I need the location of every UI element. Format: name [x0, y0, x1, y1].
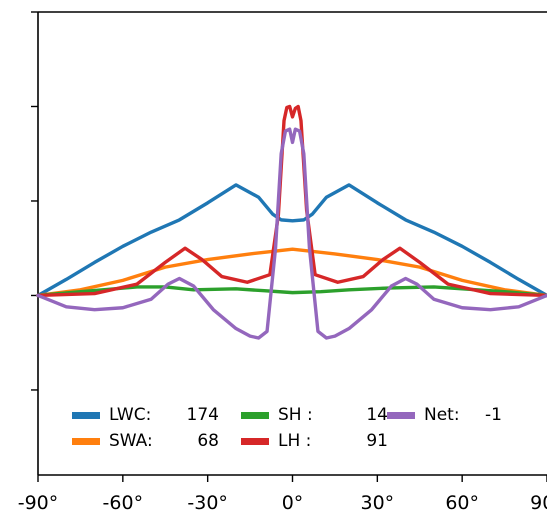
series-layer	[36, 104, 547, 340]
legend-value: 68	[197, 431, 219, 451]
legend: LWC: 174 SH : 14 Net: -1 SWA: 68 LH : 91	[72, 405, 502, 451]
x-tick-label: 0°	[282, 492, 304, 514]
legend-label: SH :	[278, 405, 313, 425]
series-line-lwc	[36, 183, 547, 298]
legend-swatch	[72, 438, 100, 445]
x-tick-labels: -90° -60° -30° 0° 30° 60° 90°	[18, 492, 547, 514]
legend-value: -1	[485, 405, 502, 425]
x-tick-label: 60°	[445, 492, 479, 514]
legend-swatch	[387, 412, 415, 419]
legend-value: 174	[187, 405, 219, 425]
legend-swatch	[72, 412, 100, 419]
series-line-lh	[36, 104, 547, 298]
legend-value: 91	[366, 431, 388, 451]
x-tick-label: -90°	[18, 492, 59, 514]
axes	[31, 11, 547, 482]
legend-swatch	[241, 412, 269, 419]
series-line-sh	[36, 285, 547, 298]
legend-label: SWA:	[109, 431, 153, 451]
legend-swatch	[241, 438, 269, 445]
x-tick-label: -30°	[187, 492, 228, 514]
legend-label: LWC:	[109, 405, 151, 425]
legend-label: Net:	[424, 405, 460, 425]
x-tick-label: 30°	[360, 492, 394, 514]
series-line-swa	[36, 247, 547, 298]
legend-value: 14	[366, 405, 388, 425]
x-tick-label: -60°	[103, 492, 144, 514]
legend-label: LH :	[278, 431, 311, 451]
series-line-net	[36, 127, 547, 340]
x-tick-label: 90°	[530, 492, 547, 514]
